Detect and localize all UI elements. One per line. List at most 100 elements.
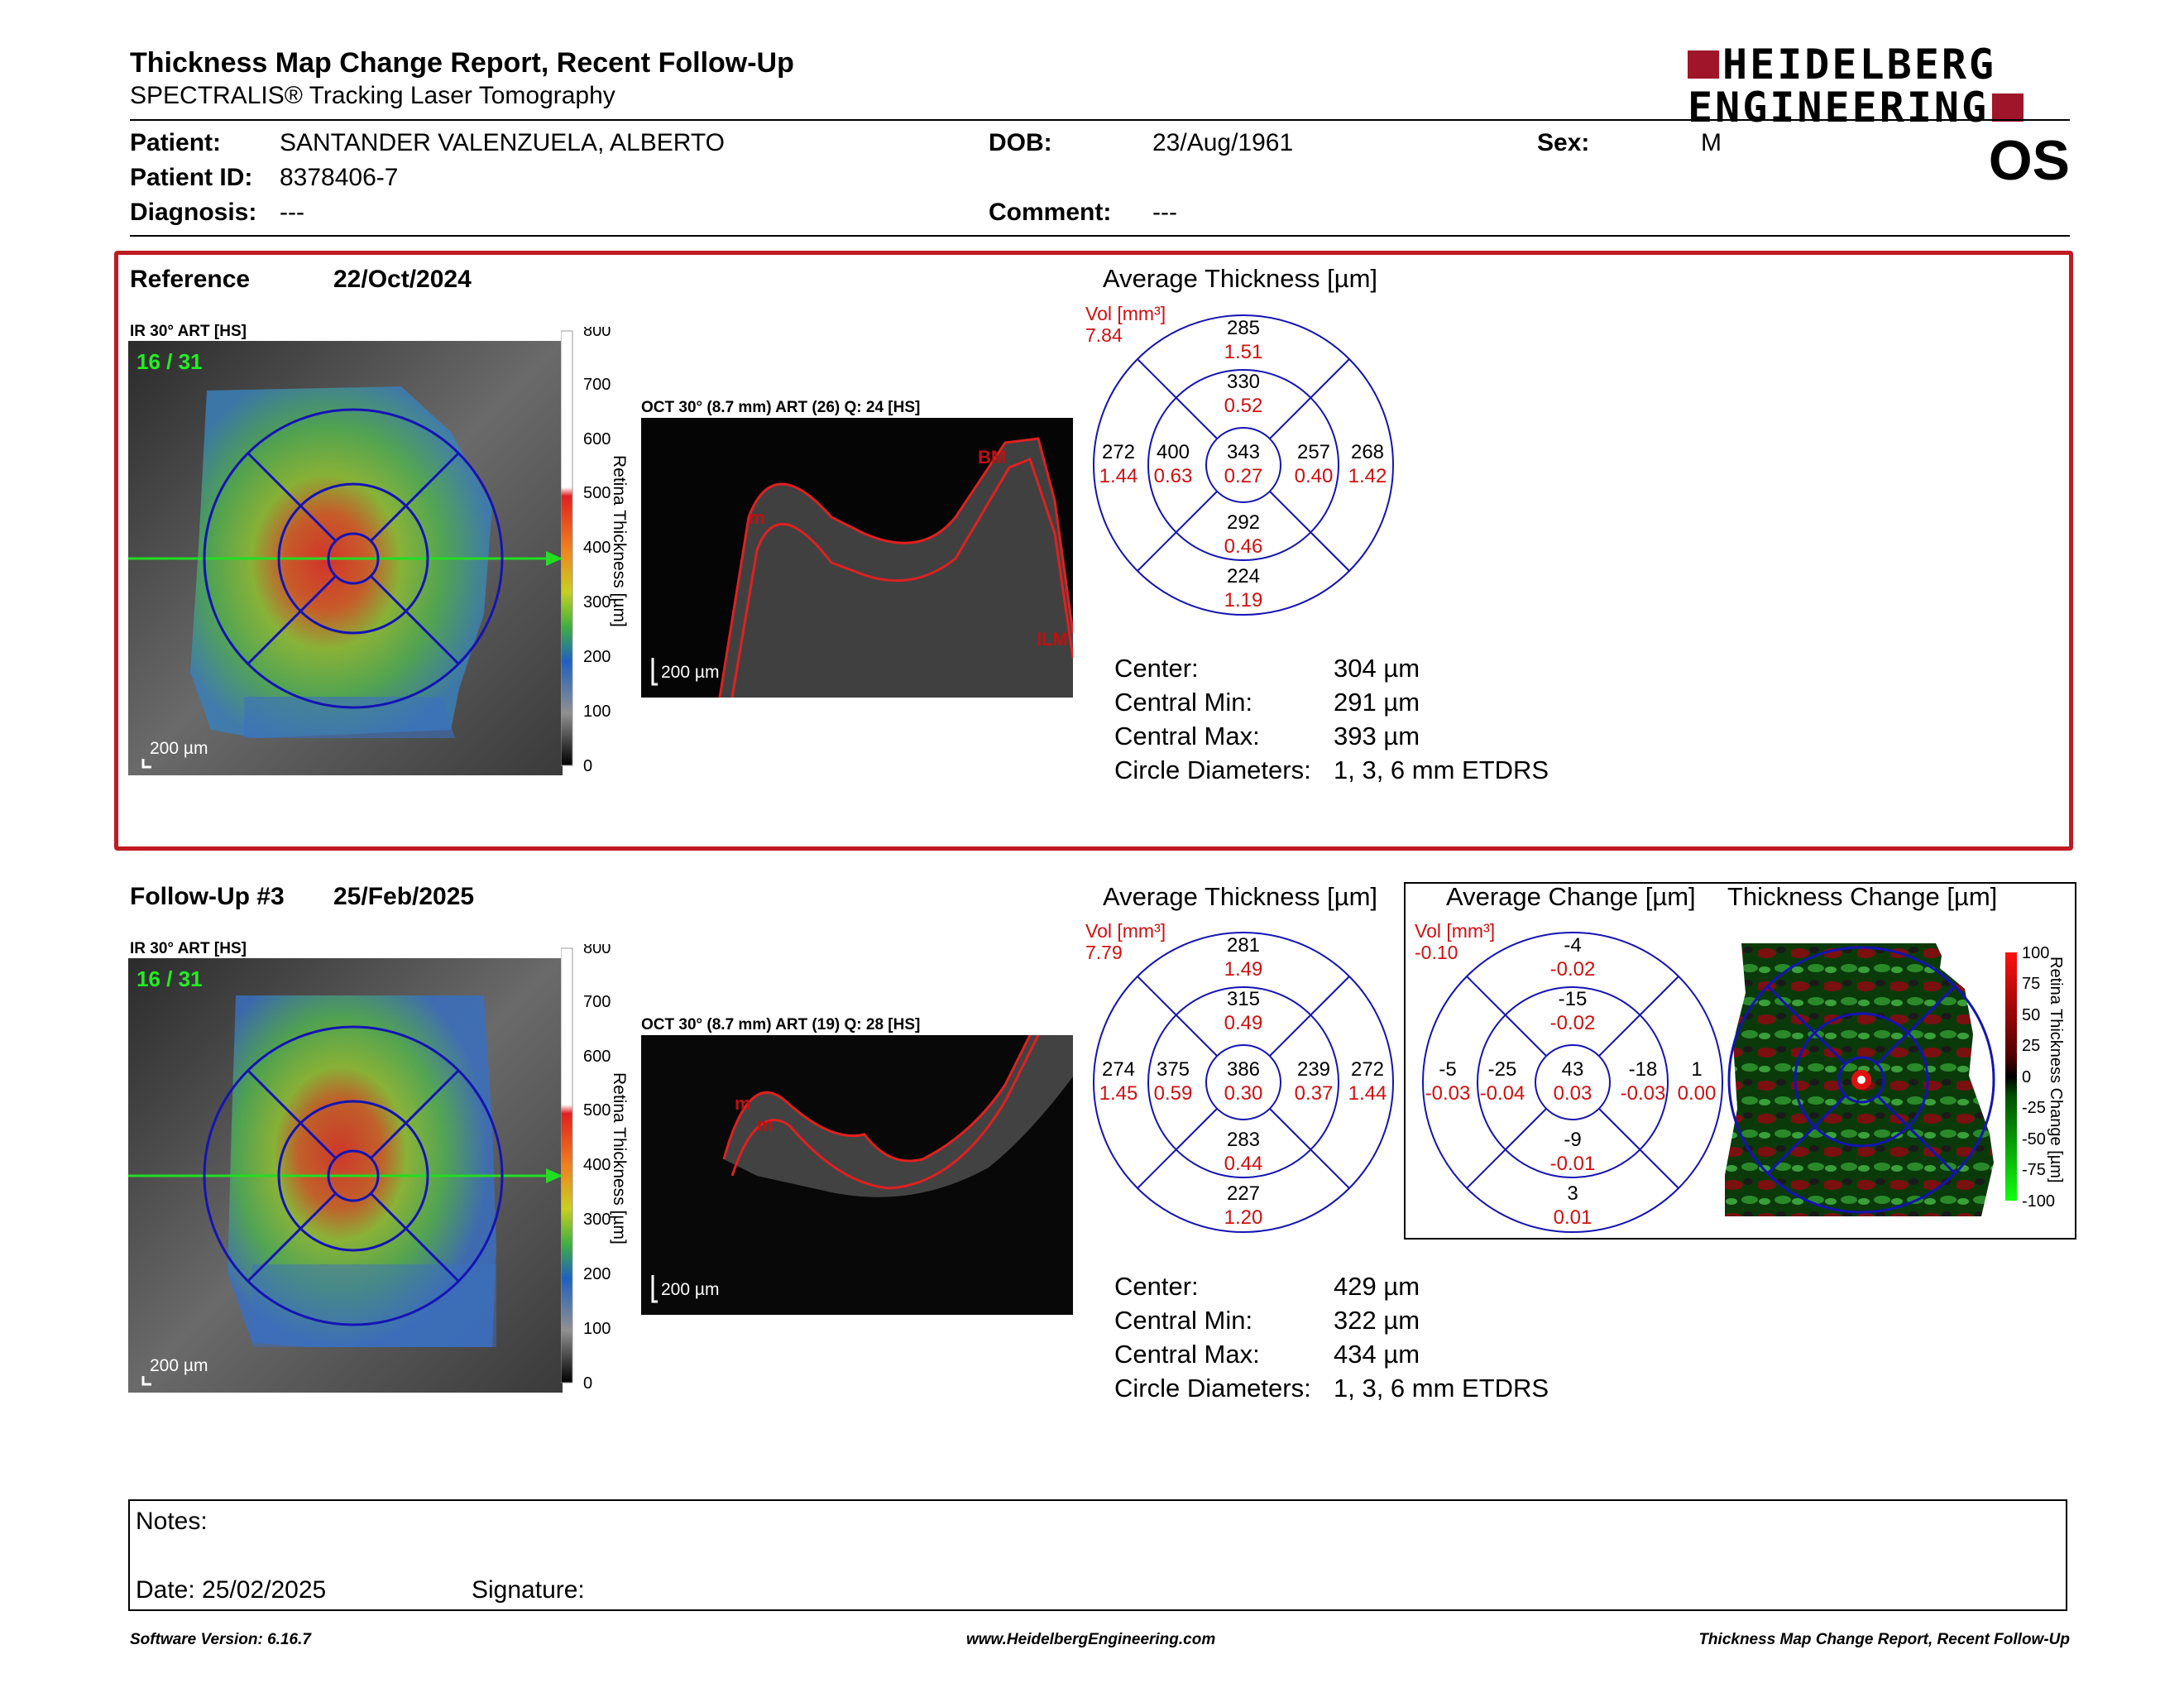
fundus-thickness-map: 16 / 31 200 µm bbox=[128, 958, 563, 1393]
frame-counter: 16 / 31 bbox=[136, 966, 203, 991]
colorbar-gradient bbox=[561, 947, 573, 1383]
sector-inner-top-volume: 0.49 bbox=[1224, 1012, 1263, 1034]
sector-center-volume: 0.30 bbox=[1224, 1082, 1263, 1105]
colorbar-tick: 600 bbox=[583, 430, 611, 448]
stat-central-min-label: Central Min: bbox=[1114, 1306, 1253, 1335]
sector-outer-left-volume: 1.44 bbox=[1099, 465, 1138, 487]
change-tick: -50 bbox=[2022, 1130, 2046, 1149]
scale-bar-label: 200 µm bbox=[150, 1356, 208, 1375]
sector-center-volume-change: 0.03 bbox=[1554, 1082, 1592, 1105]
oct-image-label: OCT 30° (8.7 mm) ART (26) Q: 24 [HS] bbox=[641, 399, 921, 416]
etdrs-grid-overlay bbox=[203, 1025, 504, 1326]
diagnosis-label: Diagnosis: bbox=[130, 199, 257, 226]
etdrs-change-chart: Vol [mm³] -0.10 -4 -0.02 -15 -0.02 -5 -0… bbox=[1415, 920, 1723, 1233]
reference-section bbox=[114, 251, 2073, 851]
sector-inner-top-change: -15 bbox=[1559, 988, 1588, 1010]
stat-center-label: Center: bbox=[1114, 1272, 1199, 1301]
colorbar-tick: 600 bbox=[583, 1048, 611, 1066]
scale-bar-label: 200 µm bbox=[661, 1280, 719, 1299]
sector-outer-top-volume-change: -0.02 bbox=[1550, 958, 1596, 981]
patient-id: 8378406-7 bbox=[280, 164, 399, 191]
diagnosis-value: --- bbox=[280, 199, 304, 226]
change-tick: -75 bbox=[2022, 1161, 2046, 1179]
ir-image-label: IR 30° ART [HS] bbox=[130, 940, 247, 957]
notes-label: Notes: bbox=[136, 1508, 208, 1535]
sector-inner-left-volume-change: -0.04 bbox=[1480, 1082, 1525, 1105]
retina-tissue bbox=[720, 439, 1073, 698]
sector-inner-top-volume-change: -0.02 bbox=[1550, 1012, 1596, 1034]
sector-inner-left-thickness: 375 bbox=[1157, 1058, 1190, 1081]
bm-seg-label: BM bbox=[978, 447, 1006, 468]
patient-id-label: Patient ID: bbox=[130, 164, 253, 191]
fundus-thickness-map: 16 / 31 200 µm bbox=[128, 341, 563, 775]
bm-boundary bbox=[730, 1035, 1040, 1190]
change-tick: 50 bbox=[2022, 1006, 2040, 1024]
stat-central-max-value: 393 µm bbox=[1334, 722, 1420, 750]
sector-center-volume: 0.27 bbox=[1224, 465, 1263, 487]
eye-indicator: OS bbox=[1988, 129, 2070, 192]
sector-outer-bottom-volume: 1.19 bbox=[1224, 589, 1263, 611]
sector-inner-bottom-volume-change: -0.01 bbox=[1550, 1153, 1596, 1175]
stat-central-max-value: 434 µm bbox=[1334, 1340, 1420, 1369]
sector-outer-right-volume: 1.42 bbox=[1348, 465, 1387, 487]
sector-outer-left-volume: 1.45 bbox=[1099, 1082, 1138, 1105]
logo-line2: ENGINEERING bbox=[1688, 84, 1990, 132]
scale-bar-icon bbox=[651, 658, 658, 686]
colorbar-tick: 100 bbox=[583, 1320, 611, 1338]
colorbar-tick: 500 bbox=[583, 484, 611, 502]
change-tick: 0 bbox=[2022, 1068, 2031, 1086]
colorbar-tick: 800 bbox=[583, 944, 611, 957]
sector-outer-bottom-thickness: 224 bbox=[1227, 565, 1260, 587]
etdrs-grid-overlay bbox=[1727, 946, 1995, 1214]
ilm-boundary bbox=[718, 437, 1073, 698]
sector-inner-bottom-thickness: 283 bbox=[1227, 1129, 1260, 1151]
colorbar-tick: 700 bbox=[583, 376, 611, 394]
sector-inner-right-volume: 0.37 bbox=[1295, 1082, 1334, 1105]
stat-circle-diameters-value: 1, 3, 6 mm ETDRS bbox=[1334, 755, 1549, 784]
colorbar-tick: 400 bbox=[583, 539, 611, 557]
dob-label: DOB: bbox=[989, 129, 1052, 156]
patient-label: Patient: bbox=[130, 129, 222, 156]
vol-value: -0.10 bbox=[1415, 942, 1458, 963]
sector-outer-left-volume-change: -0.03 bbox=[1425, 1082, 1471, 1105]
fovea-marker-icon bbox=[1857, 1076, 1866, 1084]
sector-outer-bottom-thickness: 227 bbox=[1227, 1182, 1260, 1205]
stat-circle-diameters-label: Circle Diameters: bbox=[1114, 1374, 1311, 1403]
sector-outer-top-volume: 1.49 bbox=[1224, 958, 1263, 981]
change-colorbar-gradient bbox=[2005, 952, 2017, 1201]
m-seg-label: m bbox=[749, 507, 765, 528]
notes-date: Date: 25/02/2025 bbox=[136, 1576, 327, 1604]
report-title: Thickness Map Change Report, Recent Foll… bbox=[130, 47, 794, 79]
sector-inner-left-volume: 0.63 bbox=[1154, 465, 1193, 487]
sector-center-change: 43 bbox=[1562, 1058, 1584, 1081]
avg-thickness-title: Average Thickness [µm] bbox=[1103, 882, 1378, 911]
change-tick: 25 bbox=[2022, 1037, 2040, 1055]
sector-outer-top-thickness: 281 bbox=[1227, 934, 1260, 957]
sector-inner-right-change: -18 bbox=[1629, 1058, 1658, 1081]
divider bbox=[130, 119, 2070, 121]
divider bbox=[130, 235, 2070, 237]
colorbar-tick: 800 bbox=[583, 327, 611, 340]
thickness-overlay-lower bbox=[244, 697, 455, 738]
colorbar-gradient bbox=[561, 330, 573, 766]
sector-outer-top-thickness: 285 bbox=[1227, 317, 1260, 339]
comment-value: --- bbox=[1152, 199, 1177, 226]
change-colorbar-title: Retina Thickness Change [µm] bbox=[2047, 957, 2065, 1183]
followup-label: Follow-Up #3 bbox=[130, 883, 285, 910]
stat-center-value: 429 µm bbox=[1334, 1272, 1420, 1301]
sector-outer-right-thickness: 272 bbox=[1351, 1058, 1384, 1081]
thickness-overlay-lower bbox=[252, 1264, 496, 1347]
scan-arrow-icon bbox=[546, 551, 563, 566]
oct-bscan: m m 200 µm bbox=[641, 1035, 1073, 1315]
oct-bscan: BM m ILM 200 µm bbox=[641, 418, 1073, 698]
notes-box[interactable] bbox=[128, 1499, 2067, 1611]
colorbar-title: Retina Thickness [µm] bbox=[610, 1072, 629, 1244]
stat-circle-diameters-value: 1, 3, 6 mm ETDRS bbox=[1334, 1374, 1549, 1403]
colorbar-tick: 300 bbox=[583, 593, 611, 611]
report-subtitle: SPECTRALIS® Tracking Laser Tomography bbox=[130, 82, 615, 109]
sector-outer-left-change: -5 bbox=[1439, 1058, 1456, 1081]
colorbar-tick: 100 bbox=[583, 703, 611, 721]
colorbar-title: Retina Thickness [µm] bbox=[610, 455, 629, 627]
change-tick: 100 bbox=[2022, 944, 2049, 962]
vol-value: 7.79 bbox=[1085, 942, 1123, 963]
